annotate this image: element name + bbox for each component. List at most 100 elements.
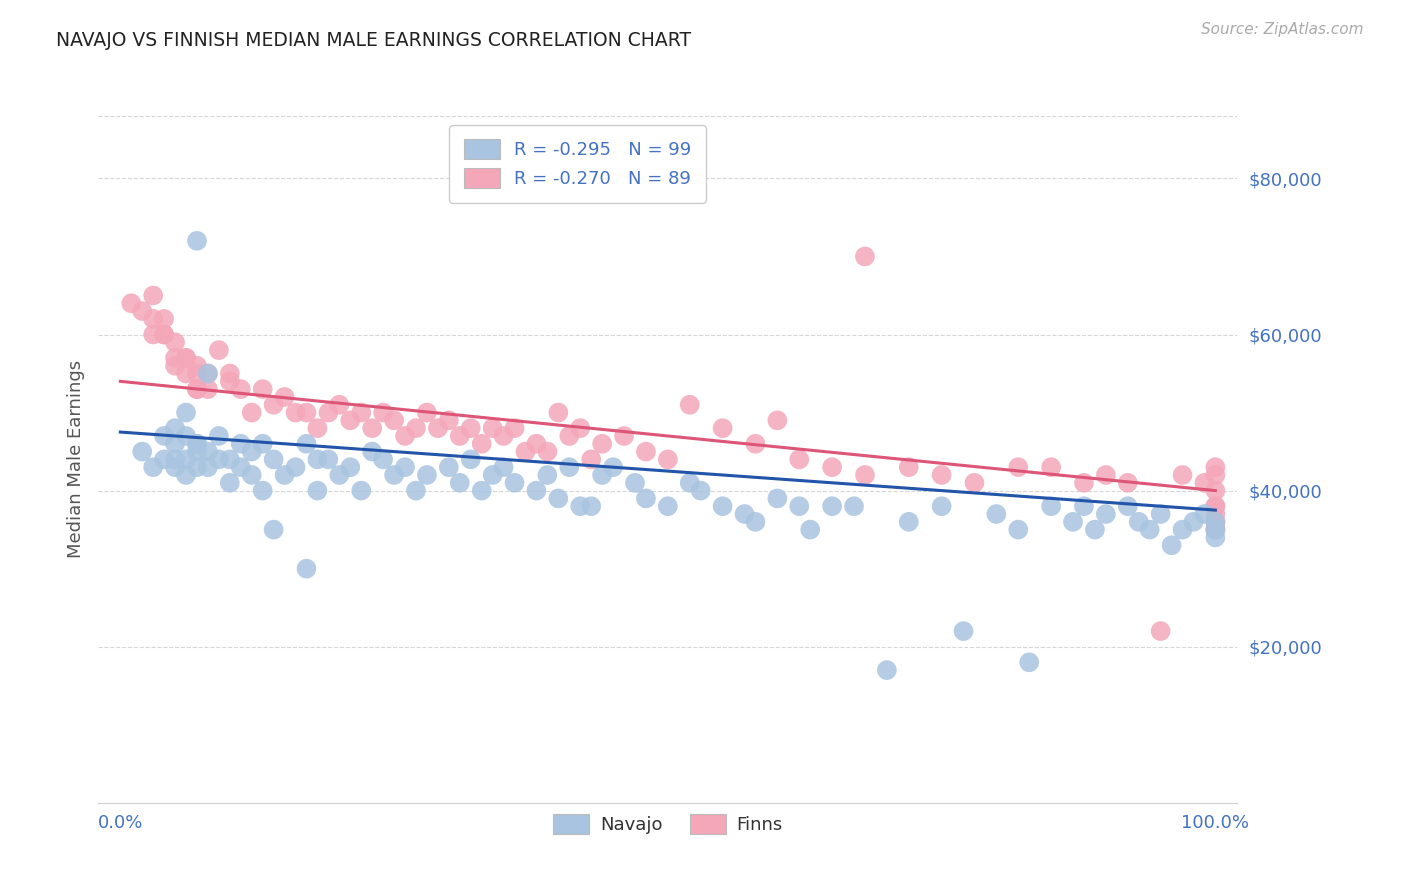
Point	[307, 483, 329, 498]
Point	[547, 405, 569, 420]
Point	[339, 460, 361, 475]
Point	[240, 444, 263, 458]
Point	[579, 500, 602, 514]
Point	[405, 483, 427, 498]
Text: NAVAJO VS FINNISH MEDIAN MALE EARNINGS CORRELATION CHART: NAVAJO VS FINNISH MEDIAN MALE EARNINGS C…	[56, 31, 692, 50]
Point	[1040, 500, 1063, 514]
Point	[174, 452, 197, 467]
Point	[263, 398, 285, 412]
Point	[602, 460, 624, 475]
Point	[131, 444, 153, 458]
Point	[186, 436, 208, 450]
Point	[252, 382, 274, 396]
Point	[591, 467, 613, 482]
Point	[186, 234, 208, 248]
Point	[842, 500, 865, 514]
Point	[853, 467, 876, 482]
Point	[218, 452, 240, 467]
Point	[1194, 475, 1216, 490]
Point	[1171, 467, 1194, 482]
Point	[547, 491, 569, 506]
Point	[1204, 515, 1226, 529]
Point	[821, 460, 844, 475]
Point	[1116, 500, 1139, 514]
Point	[1204, 523, 1226, 537]
Point	[295, 562, 318, 576]
Point	[252, 436, 274, 450]
Point	[350, 483, 373, 498]
Point	[744, 515, 766, 529]
Point	[449, 475, 471, 490]
Text: Source: ZipAtlas.com: Source: ZipAtlas.com	[1201, 22, 1364, 37]
Point	[318, 405, 340, 420]
Point	[569, 500, 592, 514]
Point	[481, 421, 503, 435]
Point	[295, 405, 318, 420]
Point	[1204, 483, 1226, 498]
Point	[165, 460, 187, 475]
Point	[634, 444, 657, 458]
Point	[1194, 507, 1216, 521]
Point	[153, 429, 176, 443]
Point	[350, 405, 373, 420]
Point	[208, 343, 231, 358]
Point	[197, 367, 219, 381]
Point	[284, 405, 307, 420]
Point	[1062, 515, 1084, 529]
Point	[624, 475, 647, 490]
Point	[471, 483, 494, 498]
Point	[679, 398, 702, 412]
Point	[634, 491, 657, 506]
Point	[1204, 507, 1226, 521]
Point	[1204, 500, 1226, 514]
Point	[197, 382, 219, 396]
Point	[1204, 467, 1226, 482]
Point	[165, 436, 187, 450]
Point	[229, 382, 252, 396]
Point	[142, 312, 165, 326]
Point	[931, 467, 953, 482]
Point	[711, 500, 734, 514]
Point	[821, 500, 844, 514]
Point	[1084, 523, 1107, 537]
Point	[613, 429, 636, 443]
Point	[558, 460, 581, 475]
Point	[1204, 523, 1226, 537]
Point	[853, 250, 876, 264]
Point	[449, 429, 471, 443]
Point	[361, 444, 384, 458]
Point	[787, 500, 810, 514]
Point	[186, 359, 208, 373]
Point	[263, 523, 285, 537]
Point	[1204, 523, 1226, 537]
Point	[1149, 507, 1171, 521]
Point	[657, 500, 679, 514]
Point	[1171, 523, 1194, 537]
Point	[318, 452, 340, 467]
Point	[142, 327, 165, 342]
Point	[307, 452, 329, 467]
Point	[492, 460, 515, 475]
Point	[952, 624, 974, 639]
Point	[558, 429, 581, 443]
Point	[1095, 507, 1118, 521]
Point	[416, 405, 439, 420]
Point	[328, 467, 350, 482]
Point	[536, 444, 558, 458]
Point	[1139, 523, 1161, 537]
Point	[284, 460, 307, 475]
Point	[186, 367, 208, 381]
Point	[526, 436, 548, 450]
Point	[120, 296, 142, 310]
Point	[897, 515, 920, 529]
Point	[174, 429, 197, 443]
Point	[186, 436, 208, 450]
Point	[371, 405, 394, 420]
Point	[744, 436, 766, 450]
Legend: Navajo, Finns: Navajo, Finns	[538, 800, 797, 848]
Point	[460, 421, 482, 435]
Point	[711, 421, 734, 435]
Point	[536, 467, 558, 482]
Point	[876, 663, 898, 677]
Point	[471, 436, 494, 450]
